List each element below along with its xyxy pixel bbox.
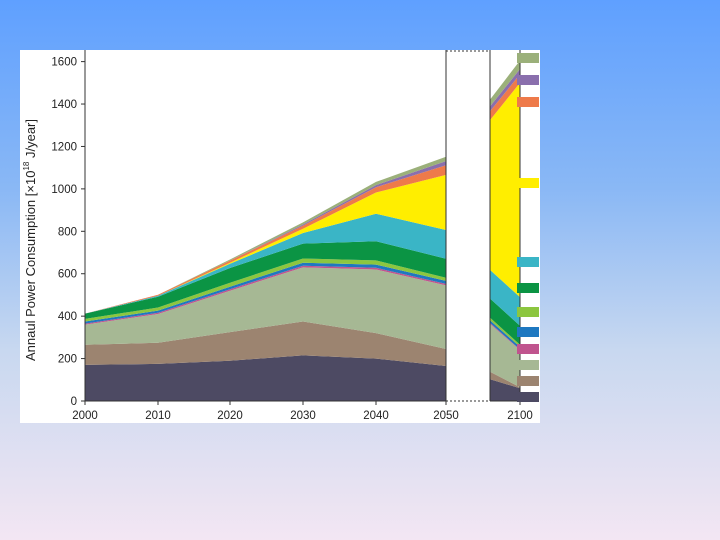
x-tick-label: 2050 xyxy=(433,410,459,422)
y-tick-labels: 0 200 400 600 800 1000 1200 1400 1600 xyxy=(51,57,85,408)
y-axis-label-main: Annaul Power Consumption [×10 xyxy=(23,171,38,361)
area-oil-right xyxy=(490,379,520,401)
area-photovoltaics-left xyxy=(85,174,446,314)
x-tick-label: 2020 xyxy=(217,410,243,422)
legend-geothermal-power-swatch xyxy=(517,53,539,63)
y-axis-label: Annaul Power Consumption [×1018 J/year] xyxy=(22,119,38,361)
y-tick-label: 600 xyxy=(58,269,77,281)
area-biomass-innovations--right xyxy=(490,298,520,345)
x-tick-label: 2030 xyxy=(290,410,316,422)
y-tick-label: 0 xyxy=(71,396,77,408)
y-tick-label: 1400 xyxy=(51,99,77,111)
legend-oil-swatch xyxy=(517,392,539,402)
area-solar-heating-right xyxy=(490,74,520,121)
legend-biomass-innovations--swatch xyxy=(517,283,539,293)
area-hydropower-left xyxy=(85,262,446,324)
x-tick-label: 2000 xyxy=(72,410,98,422)
area-coal-right xyxy=(490,371,520,389)
area-nuclear-power-left xyxy=(85,265,446,325)
area-geothermal-power-right xyxy=(490,60,520,107)
chart-panel: 0 200 400 600 800 1000 1200 1400 1600 2000 2010 20… xyxy=(20,50,540,423)
legend-other-reneables-swatch xyxy=(517,75,539,85)
legend-hydropower-swatch xyxy=(517,327,539,337)
area-other-reneables-right xyxy=(490,69,520,112)
x-tick-label: 2010 xyxy=(145,410,171,422)
legend: OilCoalGasNuclear PowerHydropowerBiomass… xyxy=(517,53,539,402)
y-tick-label: 800 xyxy=(58,226,77,238)
area-oil-left xyxy=(85,355,446,401)
y-tick-label: 400 xyxy=(58,311,77,323)
area-gas-right xyxy=(490,323,520,388)
legend-coal-swatch xyxy=(517,376,539,386)
x-tick-labels: 2000 2010 2020 2030 2040 2050 2100 xyxy=(72,401,533,422)
area-biomass-standard--left xyxy=(85,258,446,322)
legend-wind-energy-swatch xyxy=(517,257,539,267)
legend-biomass-standard--swatch xyxy=(517,307,539,317)
y-tick-label: 200 xyxy=(58,354,77,366)
area-biomass-standard--right xyxy=(490,317,520,347)
area-biomass-innovations--left xyxy=(85,241,446,319)
area-series-group xyxy=(85,60,520,401)
area-gas-left xyxy=(85,267,446,349)
x-tick-label: 2040 xyxy=(363,410,389,422)
y-tick-label: 1200 xyxy=(51,141,77,153)
y-tick-label: 1600 xyxy=(51,57,77,69)
axis-break-gap xyxy=(447,50,490,402)
x-tick-label: 2100 xyxy=(507,410,533,422)
y-axis-label-exponent: 18 xyxy=(22,161,31,170)
area-photovoltaics-right xyxy=(490,82,520,298)
area-wind-energy-right xyxy=(490,269,520,326)
axes xyxy=(84,50,521,402)
y-tick-label: 1000 xyxy=(51,184,77,196)
area-wind-energy-left xyxy=(85,213,446,314)
area-nuclear-power-right xyxy=(490,322,520,351)
y-axis-label-tail: J/year] xyxy=(23,119,38,162)
area-hydropower-right xyxy=(490,320,520,350)
area-solar-heating-left xyxy=(85,165,446,314)
legend-gas-swatch xyxy=(517,360,539,370)
area-geothermal-power-left xyxy=(85,156,446,314)
area-coal-left xyxy=(85,321,446,366)
legend-nuclear-power-swatch xyxy=(517,344,539,354)
area-other-reneables-left xyxy=(85,161,446,314)
legend-photovoltaics-swatch xyxy=(517,178,539,188)
legend-solar-heating-swatch xyxy=(517,97,539,107)
